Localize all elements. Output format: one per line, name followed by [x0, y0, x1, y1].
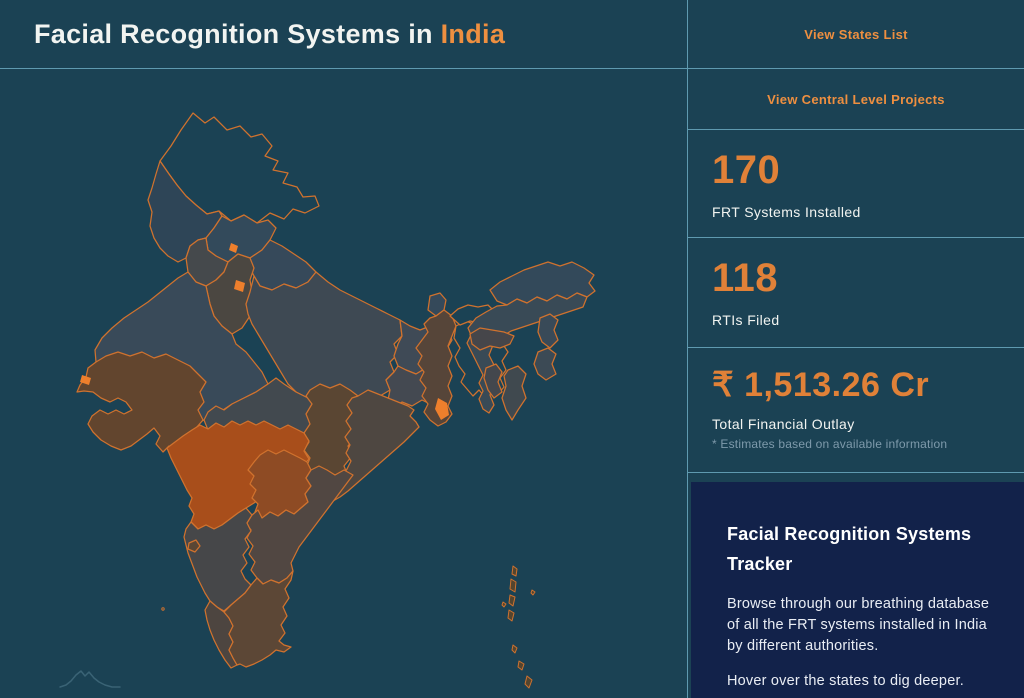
kolkata-marker: [435, 398, 449, 420]
state-haryana[interactable]: [205, 253, 255, 335]
state-odisha[interactable]: [329, 389, 420, 502]
state-nagaland[interactable]: [537, 313, 559, 349]
state-andaman-nicobar-islands[interactable]: [501, 565, 536, 689]
stat-rtis-filed: 118 RTIs Filed: [688, 238, 1024, 348]
page-title: Facial Recognition Systems in India: [34, 19, 505, 50]
state-uttar-pradesh[interactable]: [245, 271, 403, 399]
india-choropleth-map[interactable]: [0, 69, 687, 698]
header: Facial Recognition Systems in India: [0, 0, 687, 69]
frt-systems-count: 170: [712, 148, 781, 192]
rtis-filed-label: RTIs Filed: [712, 312, 780, 328]
stat-financial-outlay: ₹ 1,513.26 Cr Total Financial Outlay * E…: [688, 348, 1024, 473]
state-west-bengal[interactable]: [415, 309, 457, 427]
stat-frt-systems: 170 FRT Systems Installed: [688, 130, 1024, 238]
kutch-marker: [80, 375, 91, 385]
mountain-sketch-icon: [59, 670, 121, 688]
state-goa[interactable]: [187, 539, 201, 553]
state-meghalaya[interactable]: [469, 327, 515, 351]
view-central-level-projects-button[interactable]: View Central Level Projects: [688, 69, 1024, 130]
view-states-list-label: View States List: [804, 26, 908, 42]
rtis-filed-count: 118: [712, 256, 779, 300]
map-panel: [0, 69, 687, 698]
view-states-list-button[interactable]: View States List: [688, 0, 1024, 69]
tracker-info-title: Facial Recognition Systems Tracker: [727, 524, 972, 574]
page-title-highlight: India: [440, 18, 506, 49]
page-title-text: Facial Recognition Systems in: [34, 18, 433, 49]
lakshadweep-dot: [161, 607, 165, 611]
financial-outlay-note: * Estimates based on available informati…: [712, 437, 948, 451]
state-gujarat[interactable]: [76, 351, 207, 453]
state-tripura[interactable]: [483, 363, 503, 399]
tracker-info-box: Facial Recognition Systems Tracker Brows…: [691, 482, 1024, 698]
state-karnataka[interactable]: [183, 507, 253, 612]
state-tamil-nadu[interactable]: [223, 570, 294, 668]
delhi-marker: [234, 280, 245, 292]
financial-outlay-amount: ₹ 1,513.26 Cr: [712, 366, 930, 404]
view-central-level-projects-label: View Central Level Projects: [767, 91, 945, 107]
financial-outlay-label: Total Financial Outlay: [712, 416, 855, 432]
state-mizoram[interactable]: [501, 365, 527, 421]
state-manipur[interactable]: [533, 347, 557, 381]
tracker-info-body: Browse through our breathing database of…: [727, 596, 990, 654]
tracker-info-hint: Hover over the states to dig deeper.: [727, 673, 964, 690]
frt-systems-label: FRT Systems Installed: [712, 204, 861, 220]
sidebar: View States List View Central Level Proj…: [687, 0, 1024, 698]
chandigarh-marker: [229, 243, 238, 253]
